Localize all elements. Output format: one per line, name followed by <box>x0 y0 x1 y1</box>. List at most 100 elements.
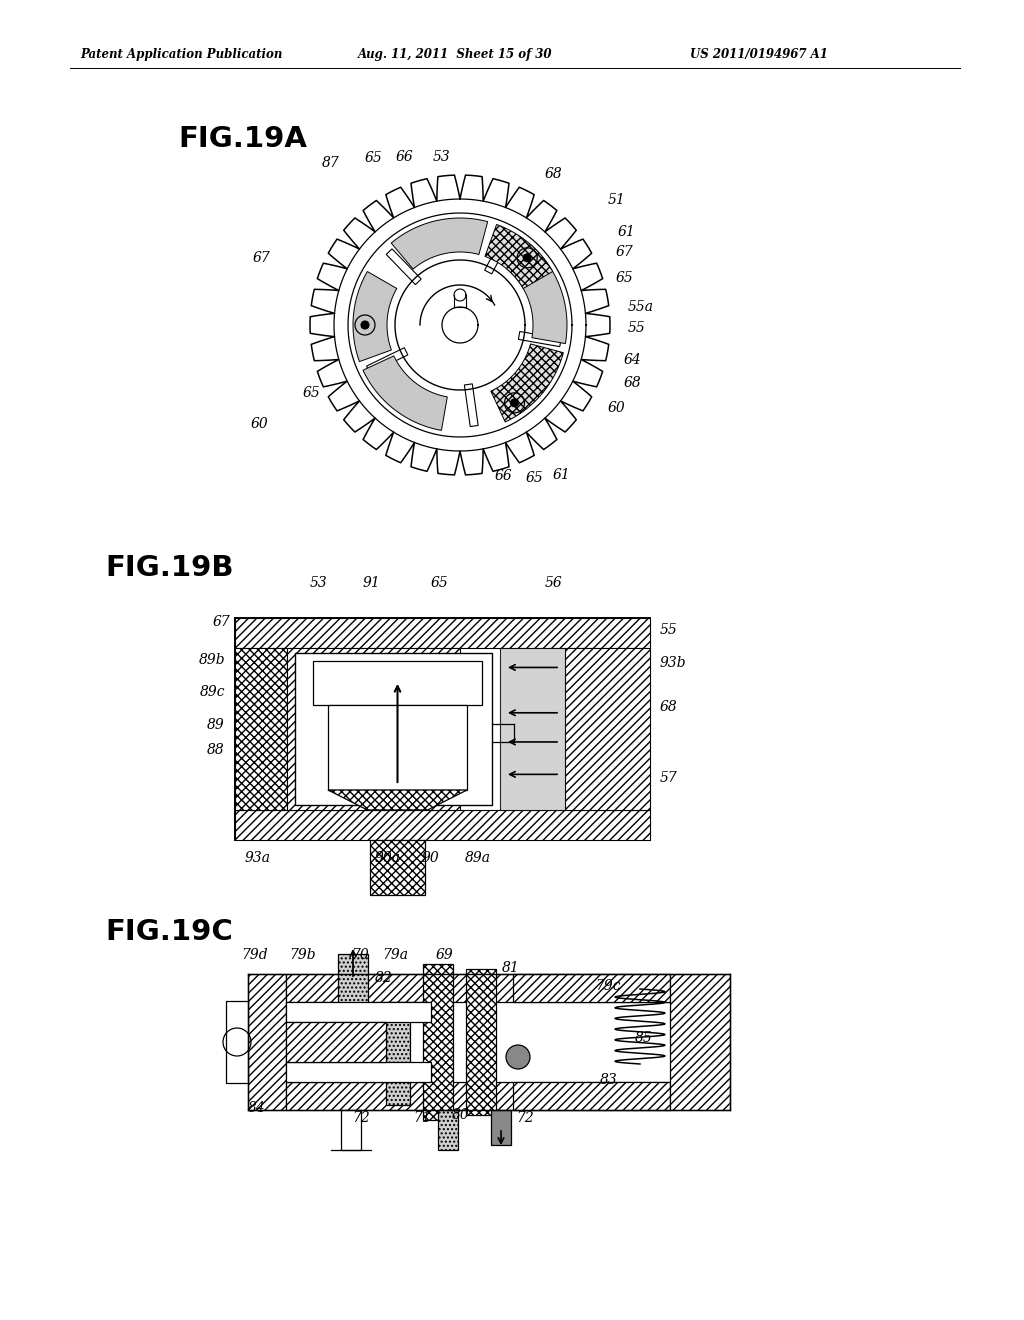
Bar <box>313 661 482 705</box>
Text: 67: 67 <box>616 246 634 259</box>
Bar <box>341 1110 361 1150</box>
Bar <box>500 648 565 810</box>
Circle shape <box>506 1045 530 1069</box>
Text: 66: 66 <box>395 150 413 164</box>
Bar <box>513 1082 670 1110</box>
Text: 79a: 79a <box>382 948 408 962</box>
Text: 89b: 89b <box>199 653 225 667</box>
Text: 57: 57 <box>660 771 678 785</box>
Bar <box>286 1082 670 1110</box>
Bar <box>234 810 650 840</box>
Text: 65: 65 <box>430 576 449 590</box>
Text: FIG.19A: FIG.19A <box>178 125 307 153</box>
Text: 90a: 90a <box>375 851 401 865</box>
Text: 79b: 79b <box>290 948 316 962</box>
Text: 79c: 79c <box>595 979 621 993</box>
Text: 68: 68 <box>624 376 642 389</box>
Text: 70: 70 <box>351 948 369 962</box>
Text: 67: 67 <box>212 615 230 630</box>
Text: 89: 89 <box>207 718 225 733</box>
Bar <box>466 969 496 1115</box>
Text: 60: 60 <box>250 417 268 432</box>
Text: US 2011/0194967 A1: US 2011/0194967 A1 <box>690 48 827 61</box>
Bar <box>386 1002 410 1105</box>
Circle shape <box>523 253 531 261</box>
Text: 51: 51 <box>608 193 626 207</box>
Bar <box>490 1110 511 1144</box>
Text: Patent Application Publication: Patent Application Publication <box>80 48 283 61</box>
Bar <box>234 618 650 648</box>
Bar <box>370 840 425 895</box>
Text: 65: 65 <box>616 271 634 285</box>
Text: 61: 61 <box>618 224 636 239</box>
Polygon shape <box>367 347 408 374</box>
Bar <box>286 1063 431 1082</box>
Text: 89a: 89a <box>465 851 490 865</box>
Text: 93a: 93a <box>245 851 271 865</box>
Polygon shape <box>353 272 396 362</box>
Bar <box>286 1002 431 1022</box>
Bar <box>423 964 453 1119</box>
Bar <box>513 974 670 1002</box>
Polygon shape <box>490 345 563 422</box>
Text: 61: 61 <box>553 469 570 482</box>
Bar <box>565 648 650 810</box>
Bar <box>226 1001 248 1082</box>
Text: 88: 88 <box>207 743 225 756</box>
Bar <box>234 648 287 810</box>
Text: 68: 68 <box>660 700 678 714</box>
Bar <box>248 974 286 1110</box>
Text: 93b: 93b <box>660 656 687 671</box>
Bar <box>338 954 368 1024</box>
Bar <box>287 648 460 810</box>
Text: 81: 81 <box>502 961 520 975</box>
Text: 65: 65 <box>302 385 319 400</box>
Circle shape <box>361 321 369 329</box>
Text: 79d: 79d <box>242 948 268 962</box>
Bar <box>248 974 730 1110</box>
Polygon shape <box>328 789 467 810</box>
Text: 85: 85 <box>635 1031 652 1045</box>
Polygon shape <box>364 356 447 430</box>
Text: 65: 65 <box>526 471 544 484</box>
Text: 72: 72 <box>352 1111 370 1125</box>
Text: 80: 80 <box>452 1107 470 1122</box>
Text: 55a: 55a <box>628 300 654 314</box>
Text: 64: 64 <box>624 352 642 367</box>
Text: 66: 66 <box>495 469 513 483</box>
Text: 82: 82 <box>375 972 393 985</box>
Text: Aug. 11, 2011  Sheet 15 of 30: Aug. 11, 2011 Sheet 15 of 30 <box>358 48 553 61</box>
Text: 91: 91 <box>362 576 380 590</box>
Bar <box>328 705 467 789</box>
Bar <box>286 1022 386 1063</box>
Text: FIG.19C: FIG.19C <box>105 917 232 946</box>
Text: 90: 90 <box>421 851 439 865</box>
Circle shape <box>511 399 518 407</box>
Text: 84: 84 <box>248 1101 266 1115</box>
Text: 55: 55 <box>660 623 678 638</box>
Text: 53: 53 <box>432 150 450 164</box>
Polygon shape <box>518 331 561 347</box>
Polygon shape <box>507 243 567 343</box>
Polygon shape <box>484 234 511 275</box>
Text: 53: 53 <box>309 576 327 590</box>
Text: 56: 56 <box>544 576 562 590</box>
Bar <box>234 618 650 840</box>
Text: 72: 72 <box>516 1111 534 1125</box>
Text: FIG.19B: FIG.19B <box>105 554 233 582</box>
Text: 71: 71 <box>413 1111 431 1125</box>
Text: 89c: 89c <box>200 685 225 700</box>
Text: 83: 83 <box>600 1073 617 1086</box>
Polygon shape <box>485 224 553 289</box>
Text: 68: 68 <box>545 168 563 181</box>
Bar <box>286 974 670 1002</box>
Polygon shape <box>391 218 487 269</box>
Polygon shape <box>386 249 421 285</box>
Bar <box>438 1110 458 1150</box>
Text: 87: 87 <box>323 156 340 170</box>
Text: 65: 65 <box>365 150 382 165</box>
Polygon shape <box>465 384 478 426</box>
Bar <box>670 974 730 1110</box>
Text: 55: 55 <box>628 321 646 335</box>
Text: 69: 69 <box>435 948 453 962</box>
